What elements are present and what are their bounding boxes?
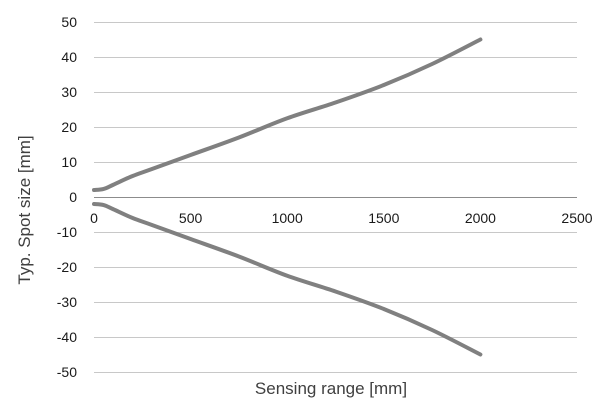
- x-tick-label: 1500: [368, 210, 399, 226]
- y-tick-labels: 50 40 30 20 10 0 -10 -20 -30 -40 -50: [57, 14, 77, 380]
- y-tick-label: -30: [57, 294, 77, 310]
- x-tick-label: 2000: [465, 210, 496, 226]
- x-axis-title: Sensing range [mm]: [255, 379, 407, 398]
- y-tick-label: -10: [57, 224, 77, 240]
- y-tick-label: 20: [61, 119, 77, 135]
- y-tick-label: -20: [57, 259, 77, 275]
- x-tick-label: 2500: [561, 210, 592, 226]
- x-tick-label: 1000: [272, 210, 303, 226]
- y-tick-label: 10: [61, 154, 77, 170]
- x-tick-labels: 0 500 1000 1500 2000 2500: [90, 210, 593, 226]
- y-tick-label: 40: [61, 49, 77, 65]
- y-tick-label: 0: [69, 189, 77, 205]
- upper-spot-boundary-line: [92, 37, 483, 192]
- y-tick-label: -40: [57, 329, 77, 345]
- lower-spot-boundary-line: [92, 202, 483, 357]
- gridlines: [94, 22, 577, 373]
- y-tick-label: 30: [61, 84, 77, 100]
- x-tick-label: 0: [90, 210, 98, 226]
- y-tick-label: 50: [61, 14, 77, 30]
- y-axis-title: Typ. Spot size [mm]: [15, 135, 34, 284]
- series-lines: [92, 37, 483, 357]
- y-tick-label: -50: [57, 364, 77, 380]
- x-tick-label: 500: [179, 210, 203, 226]
